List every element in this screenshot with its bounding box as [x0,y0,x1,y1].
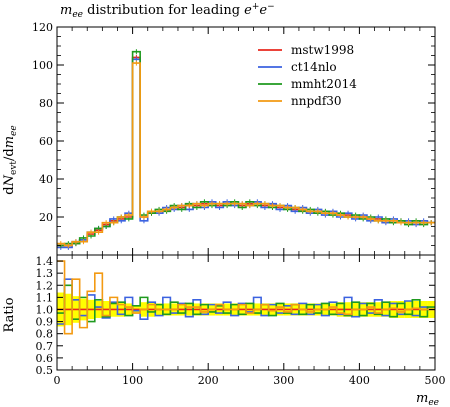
legend-label-mmht2014: mmht2014 [291,77,357,91]
x-tick-label: 0 [54,374,61,387]
ratio-y-tick-label: 1.2 [36,279,54,292]
ratio-y-tick-label: 1.0 [36,303,54,316]
ratio-frame [56,254,436,371]
legend-label-ct14nlo: ct14nlo [291,60,337,74]
ratio-y-tick-label: 0.9 [36,316,54,329]
legend-label-nnpdf30: nnpdf30 [291,94,342,108]
y-tick-label: 100 [32,59,53,72]
ratio-y-tick-label: 1.1 [36,291,54,304]
y-tick-label: 40 [39,173,53,186]
x-tick-label: 100 [122,374,143,387]
legend-label-mstw1998: mstw1998 [291,43,354,57]
x-axis-label: mee [416,391,439,407]
ratio-line-nnpdf30 [57,260,435,335]
y-tick-label: 120 [32,21,53,34]
y-tick-label: 60 [39,135,53,148]
x-tick-label: 400 [349,374,370,387]
ratio-line-ct14nlo [57,278,435,325]
legend: mstw1998 ct14nlo mmht2014 nnpdf30 [258,43,357,108]
ratio-y-tick-label: 1.4 [36,255,54,268]
ratio-y-tick-label: 0.7 [36,340,54,353]
ratio-plot-panel: 0.50.60.70.80.91.01.11.21.31.4 0 100 200 300… [36,254,446,387]
y-tick-label: 20 [39,211,53,224]
ratio-y-tick-label: 1.3 [36,267,54,280]
ratio-y-tick-label: 0.8 [36,328,54,341]
ratio-y-tick-label: 0.6 [36,352,54,365]
x-tick-label: 200 [198,374,219,387]
chart-title: mee distribution for leading e+e− [60,2,275,20]
ratio-y-label: Ratio [2,297,17,332]
main-y-label: dNevt/dmee [2,125,19,194]
x-tick-label: 300 [273,374,294,387]
main-plot-panel: 20 40 60 80 100 120 [32,21,436,256]
x-tick-label: 500 [425,374,446,387]
ratio-y-tick-label: 0.5 [36,364,54,377]
y-tick-label: 80 [39,97,53,110]
